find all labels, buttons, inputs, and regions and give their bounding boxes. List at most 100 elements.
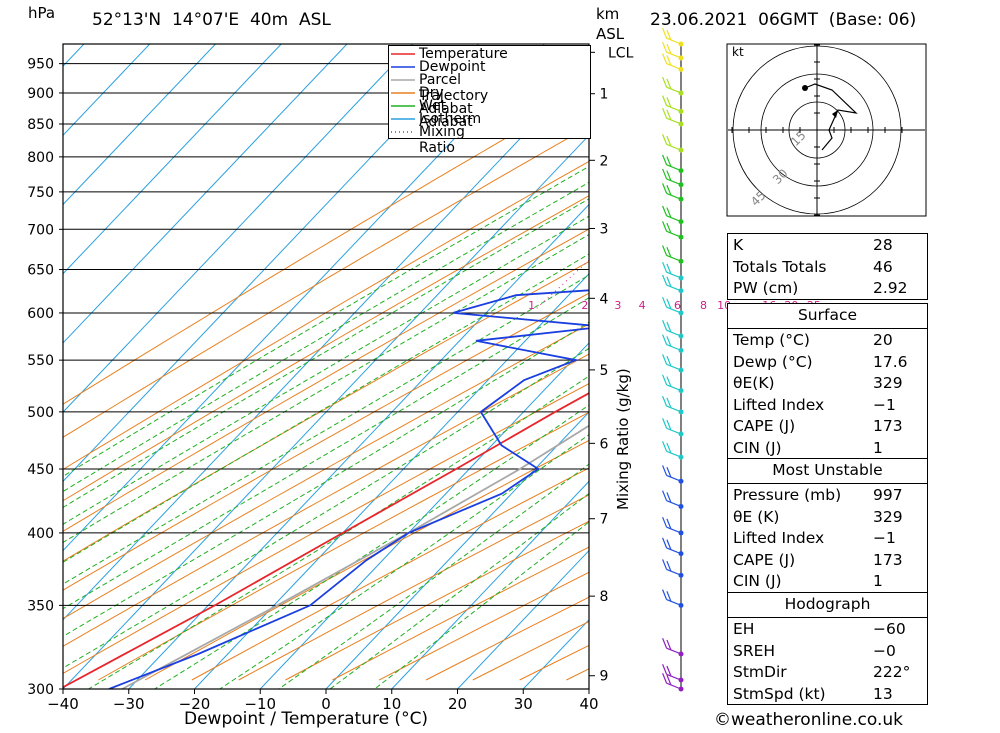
mu-row: CAPE (J) 173	[733, 550, 903, 569]
wet-adiabat-line	[63, 347, 589, 669]
km-tick-label: 4	[600, 291, 609, 307]
hodo-row: EH −60	[733, 620, 906, 638]
axes: 3003504004505005506006507007508008509009…	[27, 45, 633, 713]
dry-adiabat-line	[98, 411, 589, 681]
location-title: 52°13'N 14°07'E 40m ASL	[92, 10, 331, 30]
km-tick-label: 9	[600, 669, 609, 685]
temperature-tick-label: 20	[448, 695, 467, 713]
temperature-tick-label: −30	[113, 695, 145, 713]
profile-lines	[63, 289, 589, 689]
index-row-k: K 28	[733, 236, 893, 254]
temperature-tick-label: 0	[321, 695, 331, 713]
pressure-tick-label: 850	[27, 117, 54, 133]
mu-row: Lifted Index −1	[733, 529, 896, 547]
pressure-tick-label: 900	[27, 86, 54, 102]
surface-row: θE(K) 329	[733, 374, 903, 392]
pressure-tick-label: 750	[27, 185, 54, 201]
index-box-most-unstable: Most Unstable Pressure (mb) 997 θE (K) 329…	[727, 458, 928, 593]
isotherm-line	[63, 44, 348, 344]
series-line-temperature	[63, 392, 589, 689]
legend-label: Wet Adiabat	[419, 98, 473, 130]
isotherm-line	[63, 44, 216, 206]
legend-label: Dewpoint	[419, 59, 486, 75]
index-row-pw: PW (cm) 2.92	[733, 279, 908, 297]
surface-row: CIN (J) 1	[733, 438, 883, 457]
isotherm-line	[63, 44, 151, 137]
legend-label: Mixing Ratio	[419, 124, 465, 156]
dry-adiabat-line	[63, 125, 589, 438]
mixing-ratio-label: 4	[639, 299, 646, 312]
copyright-link[interactable]: ©weatheronline.co.uk	[714, 710, 904, 730]
km-tick-label: 6	[600, 436, 609, 452]
mixing-ratio-label: 6	[674, 299, 681, 312]
isobar-lines	[63, 63, 589, 690]
dry-adiabat-line	[63, 383, 589, 674]
index-row-totals: Totals Totals 46	[733, 257, 893, 276]
pressure-tick-label: 700	[27, 222, 54, 238]
hodo-row: StmSpd (kt) 13	[733, 684, 893, 703]
mixing-ratio-axis-title: Mixing Ratio (g/kg)	[614, 368, 632, 510]
index-box-hodograph: Hodograph EH −60 SREH −0 StmDir 222° StmSpd…	[727, 592, 928, 705]
mu-row: θE (K) 329	[733, 507, 903, 526]
dry-adiabat-line	[63, 260, 589, 562]
surface-title: Surface	[728, 304, 927, 329]
lcl-label: LCL	[608, 45, 634, 61]
pressure-tick-label: 500	[27, 405, 54, 421]
isotherm-line	[194, 273, 589, 689]
hodo-row: SREH −0	[733, 641, 896, 660]
temperature-tick-label: 10	[382, 695, 401, 713]
wet-adiabat-line	[63, 198, 589, 509]
wet-adiabat-line	[63, 297, 589, 610]
pressure-tick-label: 450	[27, 462, 54, 478]
temperature-tick-label: −40	[47, 695, 79, 713]
pressure-unit-label: hPa	[28, 4, 56, 22]
dry-adiabat-line	[63, 228, 589, 532]
temperature-tick-label: −10	[244, 695, 276, 713]
mu-row: Pressure (mb) 997	[733, 486, 903, 504]
background-lines	[63, 44, 589, 689]
dry-adiabat-line	[191, 467, 589, 681]
pressure-tick-label: 400	[27, 526, 54, 542]
legend-label: Dry Adiabat	[419, 85, 473, 117]
surface-row: Dewp (°C) 17.6	[733, 352, 908, 371]
wet-adiabat-line	[63, 233, 589, 543]
hodograph-box-title: Hodograph	[728, 593, 927, 618]
temperature-tick-label: −20	[179, 695, 211, 713]
km-tick-label: 3	[600, 221, 609, 237]
km-tick-label: 7	[600, 512, 609, 528]
dry-adiabat-line	[63, 353, 589, 647]
pressure-tick-label: 650	[27, 263, 54, 279]
mixing-ratio-label: 3	[614, 299, 621, 312]
dry-adiabat-line	[63, 323, 589, 620]
isotherm-line	[63, 65, 589, 621]
hodo-row: StmDir 222°	[733, 663, 911, 681]
km-unit-label: km	[596, 5, 620, 23]
legend-label: Temperature	[419, 46, 508, 62]
pressure-tick-label: 550	[27, 353, 54, 369]
isotherm-line	[391, 480, 589, 689]
mixing-ratio-label: 2	[581, 299, 588, 312]
chart-legend: Temperature Dewpoint Parcel Trajectory D…	[388, 45, 591, 156]
isotherm-line	[63, 44, 414, 413]
pressure-tick-label: 600	[27, 306, 54, 322]
surface-row: Temp (°C) 20	[733, 331, 893, 349]
km-tick-label: 8	[600, 589, 609, 605]
dry-adiabat-line	[63, 160, 589, 471]
x-axis-title: Dewpoint / Temperature (°C)	[184, 709, 429, 729]
wet-adiabat-line	[63, 215, 589, 525]
dry-adiabat-line	[144, 439, 589, 681]
dry-adiabat-line	[238, 494, 589, 681]
isotherm-line	[63, 44, 282, 275]
pressure-tick-label: 300	[27, 682, 54, 698]
asl-unit-label: ASL	[596, 25, 625, 43]
isotherm-line	[325, 411, 589, 689]
mixing-ratio-label: 8	[700, 299, 707, 312]
legend-label: Isotherm	[419, 111, 482, 127]
mu-row: CIN (J) 1	[733, 572, 883, 590]
index-box-surface: Surface Temp (°C) 20 Dewp (°C) 17.6 θE(K) 3…	[727, 303, 928, 459]
km-tick-label: 2	[600, 153, 609, 169]
temperature-tick-label: 30	[514, 695, 533, 713]
isotherm-line	[63, 44, 479, 483]
pressure-tick-label: 350	[27, 598, 54, 614]
